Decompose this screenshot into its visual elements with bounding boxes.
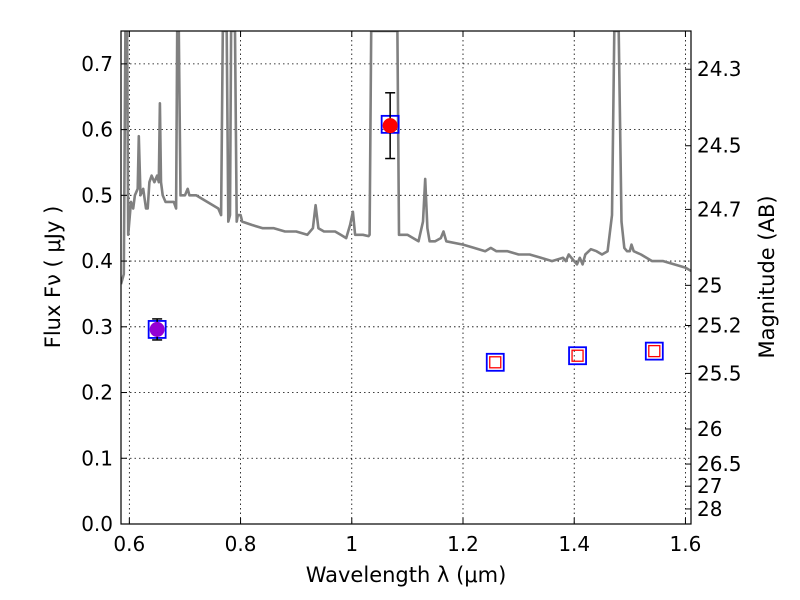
x-axis-label: Wavelength λ (μm) <box>306 563 507 587</box>
y2-tick-label: 27 <box>697 474 722 498</box>
x-tick-label: 0.6 <box>113 532 145 556</box>
y-tick-label: 0.4 <box>81 249 113 273</box>
x-tick-labels: 0.6 0.8 1 1.2 1.4 1.6 <box>113 532 701 556</box>
y-axis-label: Flux Fν ( μJy ) <box>41 206 65 349</box>
detection-point <box>149 321 165 337</box>
markers <box>147 92 664 372</box>
y-tick-label: 0.5 <box>81 183 113 207</box>
y2-tick-label: 26 <box>697 417 722 441</box>
ticks <box>121 31 691 525</box>
y-tick-label: 0.2 <box>81 381 113 405</box>
upper-limit-marker <box>648 344 661 358</box>
y-tick-label: 0.3 <box>81 315 113 339</box>
y2-tick-label: 25 <box>697 273 722 297</box>
y2-tick-label: 25.2 <box>697 313 742 337</box>
y2-tick-label: 24.5 <box>697 134 742 158</box>
x-tick-label: 0.8 <box>225 532 257 556</box>
y-tick-label: 0.1 <box>81 446 113 470</box>
x-tick-label: 1.4 <box>558 532 590 556</box>
upper-limit-marker <box>489 356 502 369</box>
model-photometry-square <box>644 341 664 361</box>
y2-tick-label: 26.5 <box>697 452 742 476</box>
detection-point <box>382 118 398 134</box>
x-tick-label: 1 <box>345 532 358 556</box>
y-tick-label: 0.7 <box>81 52 113 76</box>
y2-axis-label: Magnitude (AB) <box>755 195 779 358</box>
y-tick-labels: 0.0 0.1 0.2 0.3 0.4 0.5 0.6 0.7 <box>81 52 113 536</box>
y2-tick-label: 25.5 <box>697 361 742 385</box>
y-tick-label: 0.0 <box>81 512 113 536</box>
model-photometry-square <box>485 352 505 372</box>
upper-limit-marker <box>571 349 584 362</box>
plot-frame <box>120 30 692 525</box>
model-photometry-square <box>568 346 587 366</box>
y2-tick-label: 28 <box>697 497 722 521</box>
y2-tick-label: 24.7 <box>697 197 742 221</box>
y-tick-label: 0.6 <box>81 118 113 142</box>
y2-tick-label: 24.3 <box>697 57 742 81</box>
model-spectrum-line <box>121 31 691 285</box>
plot-area <box>121 31 691 372</box>
grid <box>121 31 691 525</box>
x-tick-label: 1.6 <box>670 532 702 556</box>
x-tick-label: 1.2 <box>447 532 479 556</box>
